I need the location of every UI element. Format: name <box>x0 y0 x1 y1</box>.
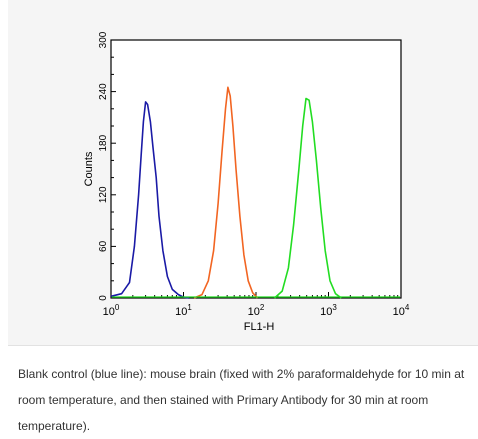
histogram-series-3 <box>273 97 342 299</box>
y-tick-label: 0 <box>98 295 109 301</box>
series-layer <box>110 86 400 299</box>
x-axis-label: FL1-H <box>244 321 275 333</box>
y-tick-label: 240 <box>98 83 109 100</box>
y-axis-label: Counts <box>83 151 95 186</box>
y-tick-label: 180 <box>98 134 109 151</box>
figure-caption: Blank control (blue line): mouse brain (… <box>8 345 478 439</box>
x-tick-label: 102 <box>248 303 265 318</box>
x-tick-label: 103 <box>320 303 337 318</box>
chart-figure: 0 60 120 180 240 300 100 101 102 103 104 Counts F… <box>8 0 478 345</box>
y-tick-label: 120 <box>98 186 109 203</box>
x-axis: 100 101 102 103 104 <box>103 292 410 318</box>
y-tick-label: 300 <box>98 31 109 48</box>
x-tick-label: 100 <box>103 303 120 318</box>
x-tick-label: 101 <box>175 303 192 318</box>
histogram-series-2 <box>193 86 259 299</box>
x-tick-label: 104 <box>393 303 410 318</box>
histogram-chart: 0 60 120 180 240 300 100 101 102 103 104 Counts F… <box>83 31 410 333</box>
y-axis: 0 60 120 180 240 300 <box>98 31 116 301</box>
y-tick-label: 60 <box>98 240 109 252</box>
histogram-series-1 <box>110 101 190 299</box>
plot-frame <box>110 39 402 299</box>
